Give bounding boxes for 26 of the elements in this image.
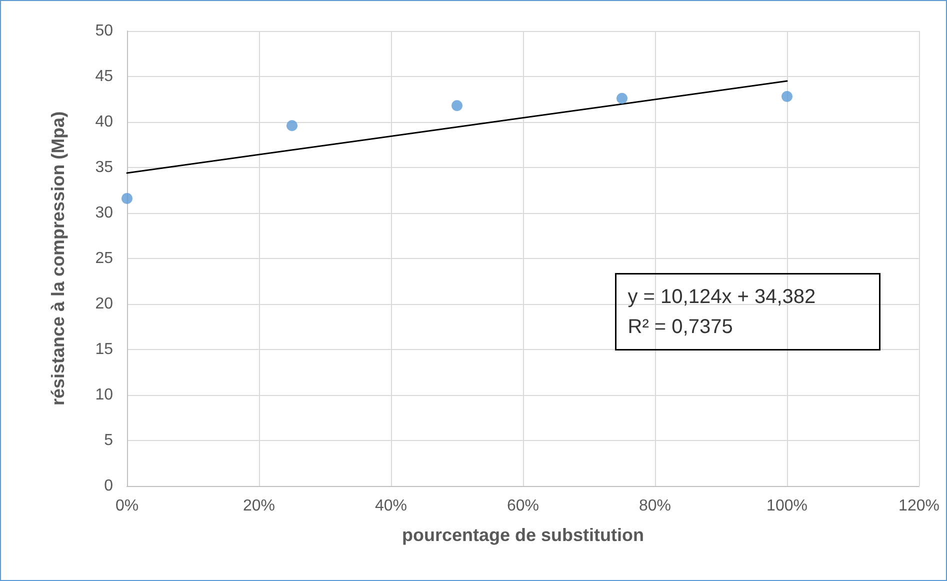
point [452,100,462,112]
y-tick-label: 5 [104,432,114,449]
x-axis-title: pourcentage de substitution [402,525,644,545]
x-tick-label: 120% [898,498,940,514]
x-tick-label: 20% [242,498,276,514]
x-tick-label: 40% [374,498,408,514]
point [616,92,628,104]
x-tick-label: 100% [766,498,808,514]
y-tick-label: 30 [95,204,114,222]
y-tick-label: 20 [95,296,114,312]
y-tick-label: 40 [95,114,114,130]
y-tick-label: 10 [95,386,114,404]
point [286,120,298,132]
y-tick-label: 45 [95,68,114,85]
y-axis-title: résistance à la compression (Mpa) [48,111,68,406]
point [782,91,792,102]
y-tick-label: 15 [95,341,114,358]
x-tick-label: 60% [506,498,540,514]
y-tick-label: 0 [104,478,114,494]
x-tick-label: 80% [638,498,672,514]
y-tick-label: 50 [95,22,114,40]
annotation: y = 10,124x + 34,382 R² = 0,7375 [628,286,816,338]
x-tick-label: 0% [115,498,139,514]
point [122,192,132,204]
y-tick-label: 25 [95,250,114,267]
y-tick-label: 35 [95,159,114,176]
